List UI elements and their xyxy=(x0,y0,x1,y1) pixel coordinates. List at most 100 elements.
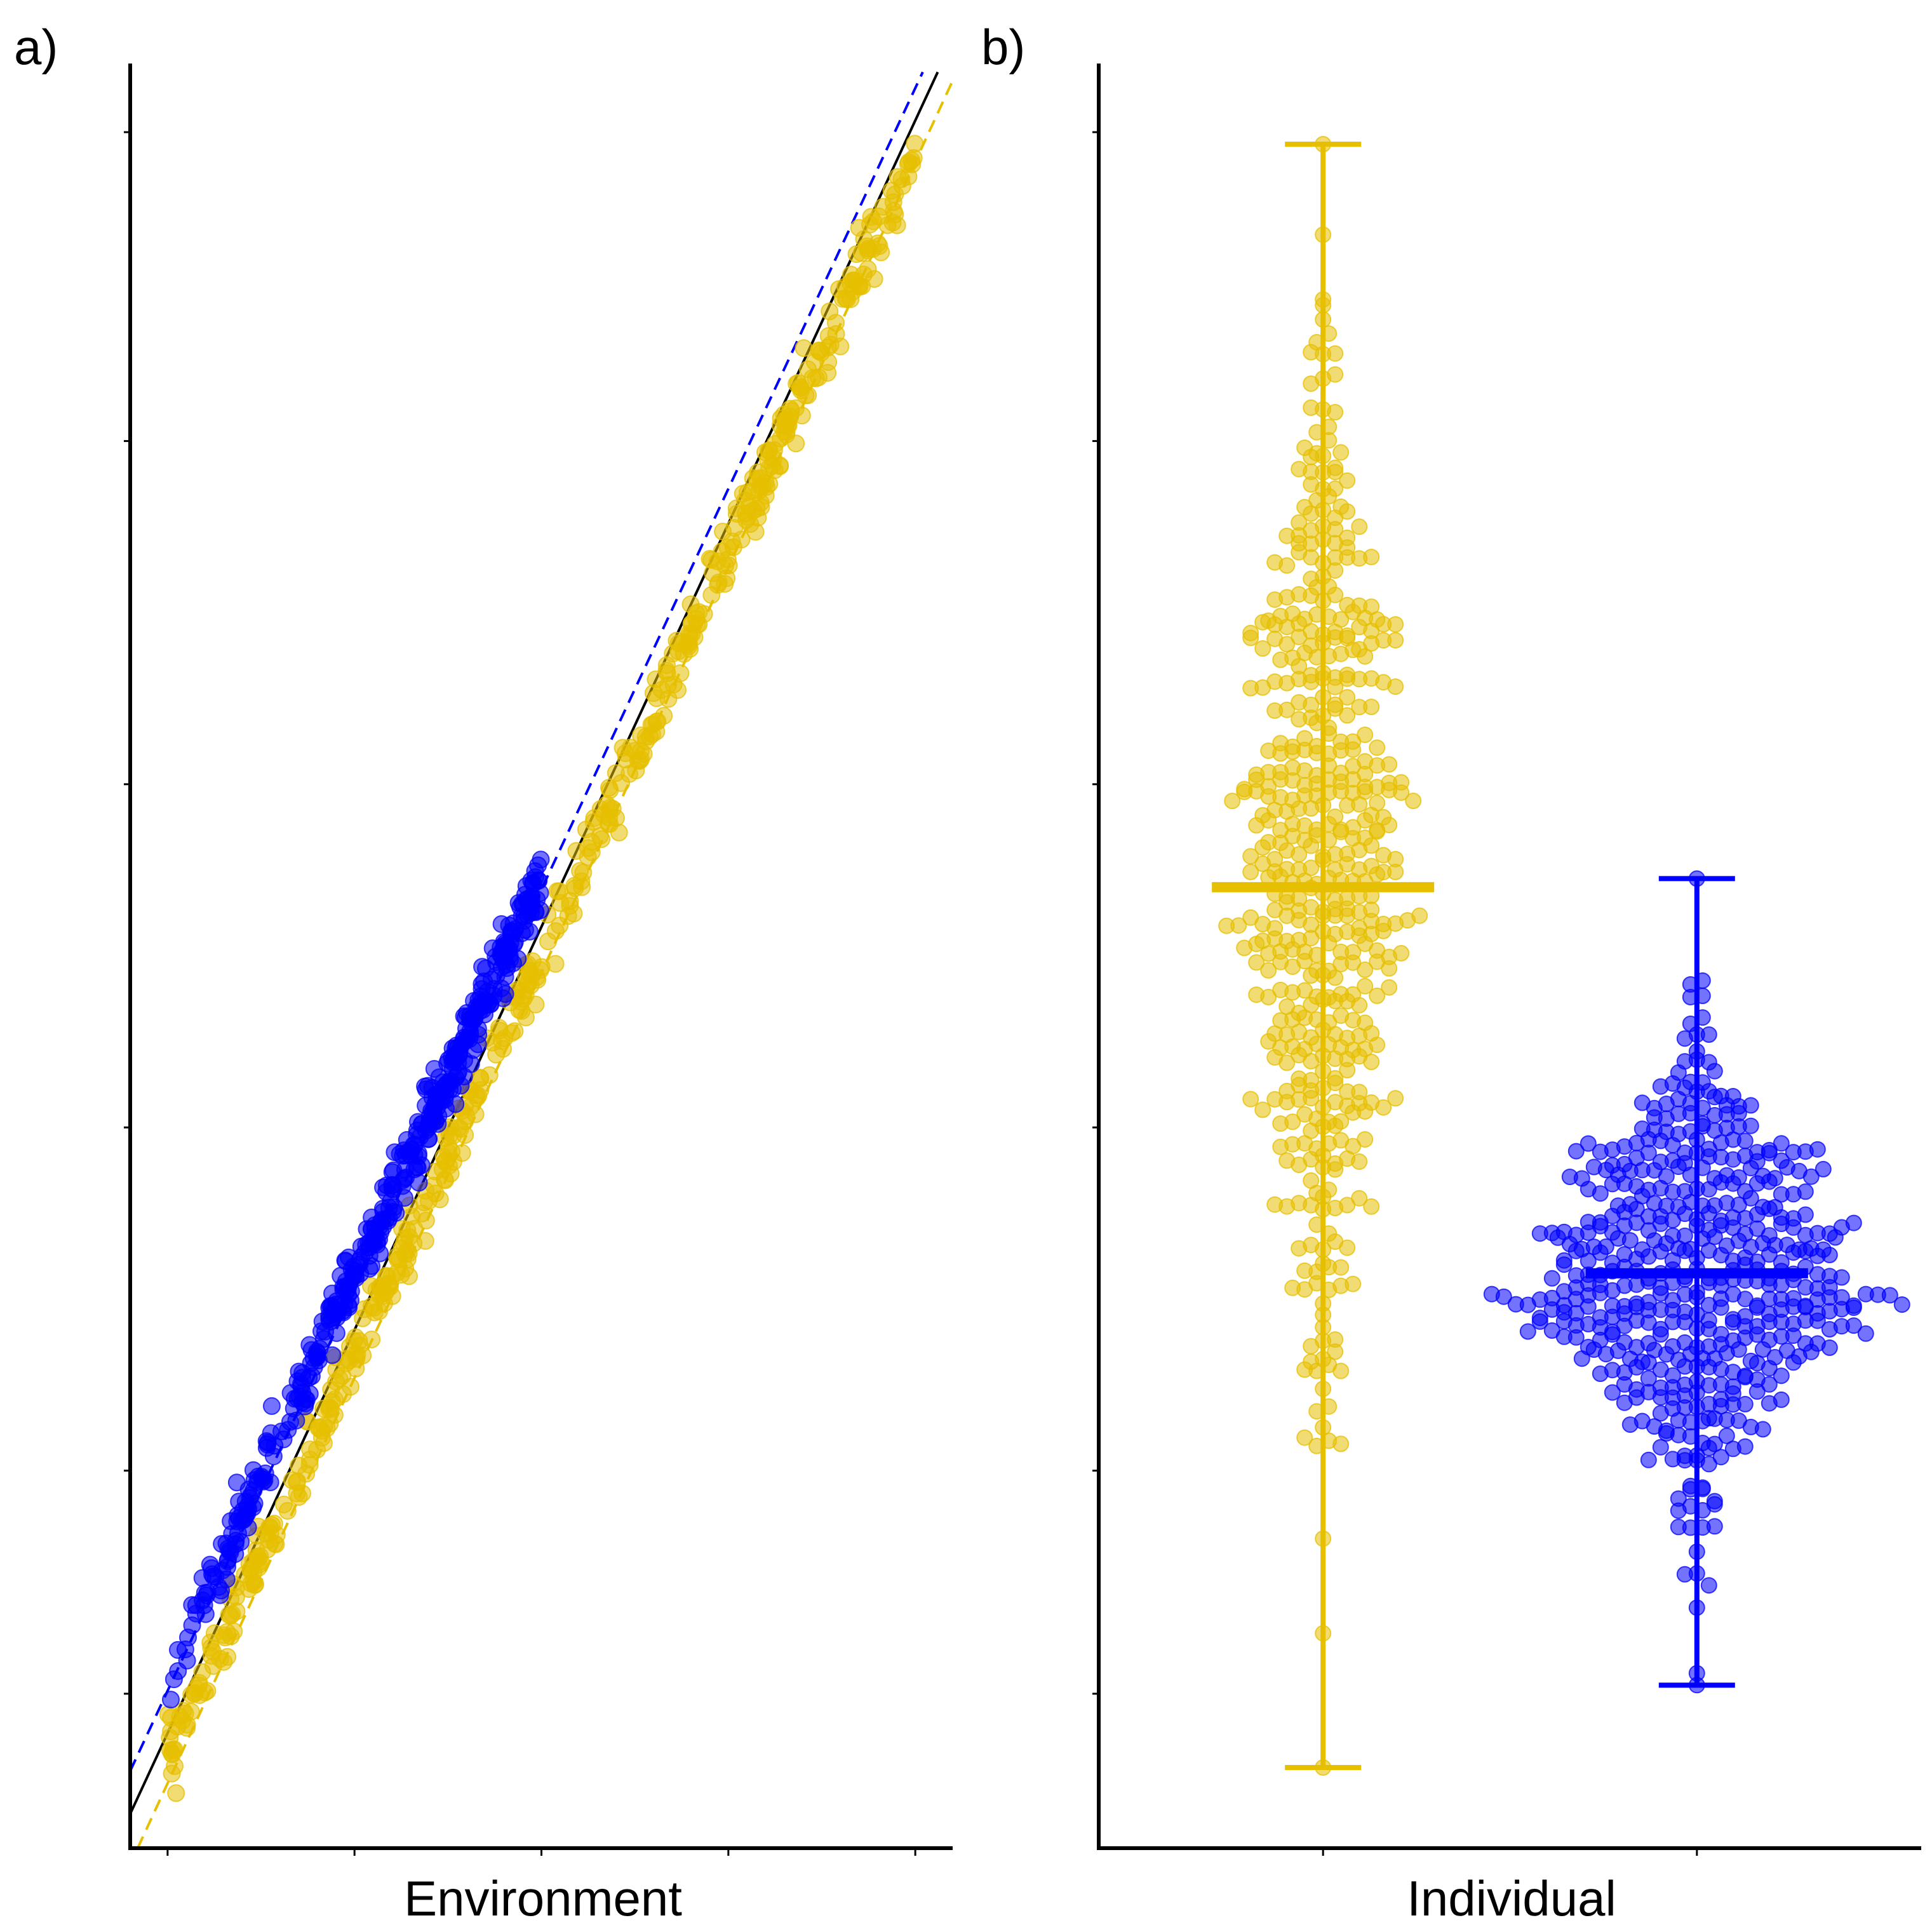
b-point xyxy=(1821,1247,1838,1263)
b-point xyxy=(1712,1299,1729,1316)
b-point xyxy=(1393,944,1410,962)
b-point xyxy=(1266,1049,1284,1066)
b-point xyxy=(1254,640,1271,657)
a-point xyxy=(727,505,746,523)
b-point xyxy=(1652,1078,1669,1095)
a-point xyxy=(206,1567,225,1586)
b-point xyxy=(1332,444,1350,461)
b-point xyxy=(1332,1435,1350,1452)
b-point xyxy=(1676,1030,1693,1047)
panel-a-label: a) xyxy=(14,19,58,75)
a-point xyxy=(393,1177,412,1195)
b-point xyxy=(1592,1244,1609,1261)
b-point xyxy=(1339,707,1356,724)
b-error-bars xyxy=(1212,141,1808,1771)
b-point xyxy=(1555,1328,1573,1345)
a-point xyxy=(323,1303,341,1322)
b-point xyxy=(1893,1296,1910,1313)
b-point xyxy=(1284,1279,1301,1296)
b-x-axis-title: Individual xyxy=(1407,1870,1616,1926)
b-point xyxy=(1411,907,1428,924)
b-point xyxy=(1797,1206,1814,1223)
a-point xyxy=(865,270,883,288)
b-point xyxy=(1621,1416,1639,1433)
a-point xyxy=(474,1000,492,1019)
a-point xyxy=(846,271,864,290)
b-point xyxy=(1363,1198,1380,1215)
b-point xyxy=(1369,987,1386,1004)
a-point xyxy=(179,1628,197,1647)
b-point xyxy=(1718,1427,1735,1444)
b-point xyxy=(1369,1036,1386,1054)
a-point xyxy=(756,443,774,462)
b-point xyxy=(1387,616,1404,633)
a-point xyxy=(374,1178,392,1197)
a-point xyxy=(701,549,719,568)
b-point xyxy=(1303,1338,1320,1355)
a-point xyxy=(227,1602,246,1620)
b-point xyxy=(1736,1132,1754,1150)
b-point xyxy=(1266,702,1284,719)
b-point xyxy=(1327,969,1344,986)
b-point xyxy=(1327,1117,1344,1134)
b-point xyxy=(1670,1502,1687,1519)
b-point xyxy=(1291,1240,1308,1257)
a-point xyxy=(164,1670,183,1689)
b-point xyxy=(1845,1299,1862,1316)
b-point xyxy=(1706,1063,1723,1080)
b-point xyxy=(1363,549,1380,565)
b-point xyxy=(1339,1239,1356,1256)
a-point xyxy=(539,932,557,951)
b-point xyxy=(1761,1246,1778,1263)
a-point xyxy=(861,215,879,234)
b-point xyxy=(1260,1033,1277,1050)
a-point xyxy=(799,386,817,405)
b-point xyxy=(1303,344,1320,361)
a-point xyxy=(494,989,513,1007)
a-point xyxy=(870,237,889,255)
b-point xyxy=(1761,1360,1778,1377)
b-point xyxy=(1303,399,1320,416)
b-point xyxy=(1369,739,1386,756)
a-point xyxy=(301,1440,319,1459)
b-point xyxy=(1549,1229,1566,1246)
b-point xyxy=(1555,1256,1573,1273)
a-point xyxy=(559,907,577,925)
a-point xyxy=(350,1332,368,1350)
b-point xyxy=(1543,1301,1560,1318)
b-point xyxy=(1278,907,1296,924)
b-point xyxy=(1357,1103,1374,1120)
b-point xyxy=(1604,1384,1621,1401)
a-point xyxy=(883,213,902,232)
b-point xyxy=(1266,1196,1284,1213)
a-point xyxy=(163,1745,182,1764)
a-point xyxy=(257,1439,276,1457)
a-point xyxy=(425,1060,443,1078)
a-point xyxy=(167,1784,185,1802)
b-point xyxy=(1652,1285,1669,1302)
a-point xyxy=(579,848,597,866)
b-point xyxy=(1260,945,1277,962)
b-point xyxy=(1248,817,1265,834)
b-point xyxy=(1664,1313,1681,1331)
b-point xyxy=(1375,922,1392,939)
b-point xyxy=(1339,688,1356,706)
a-point xyxy=(530,871,548,890)
b-point xyxy=(1700,1456,1717,1473)
a-point xyxy=(450,1118,468,1137)
a-point xyxy=(409,1113,427,1131)
a-point xyxy=(162,1722,180,1740)
b-point xyxy=(1640,1451,1657,1468)
b-point xyxy=(1381,756,1398,773)
b-point xyxy=(1604,1176,1621,1193)
b-point xyxy=(1670,1158,1687,1176)
b-point xyxy=(1742,1160,1759,1177)
a-point xyxy=(337,1354,356,1372)
a-point xyxy=(288,1472,306,1491)
a-point xyxy=(436,1153,454,1171)
b-point xyxy=(1339,472,1356,489)
b-point xyxy=(1724,1175,1741,1192)
b-point xyxy=(1640,1370,1657,1387)
b-point xyxy=(1700,1205,1717,1222)
b-point xyxy=(1573,1350,1590,1367)
